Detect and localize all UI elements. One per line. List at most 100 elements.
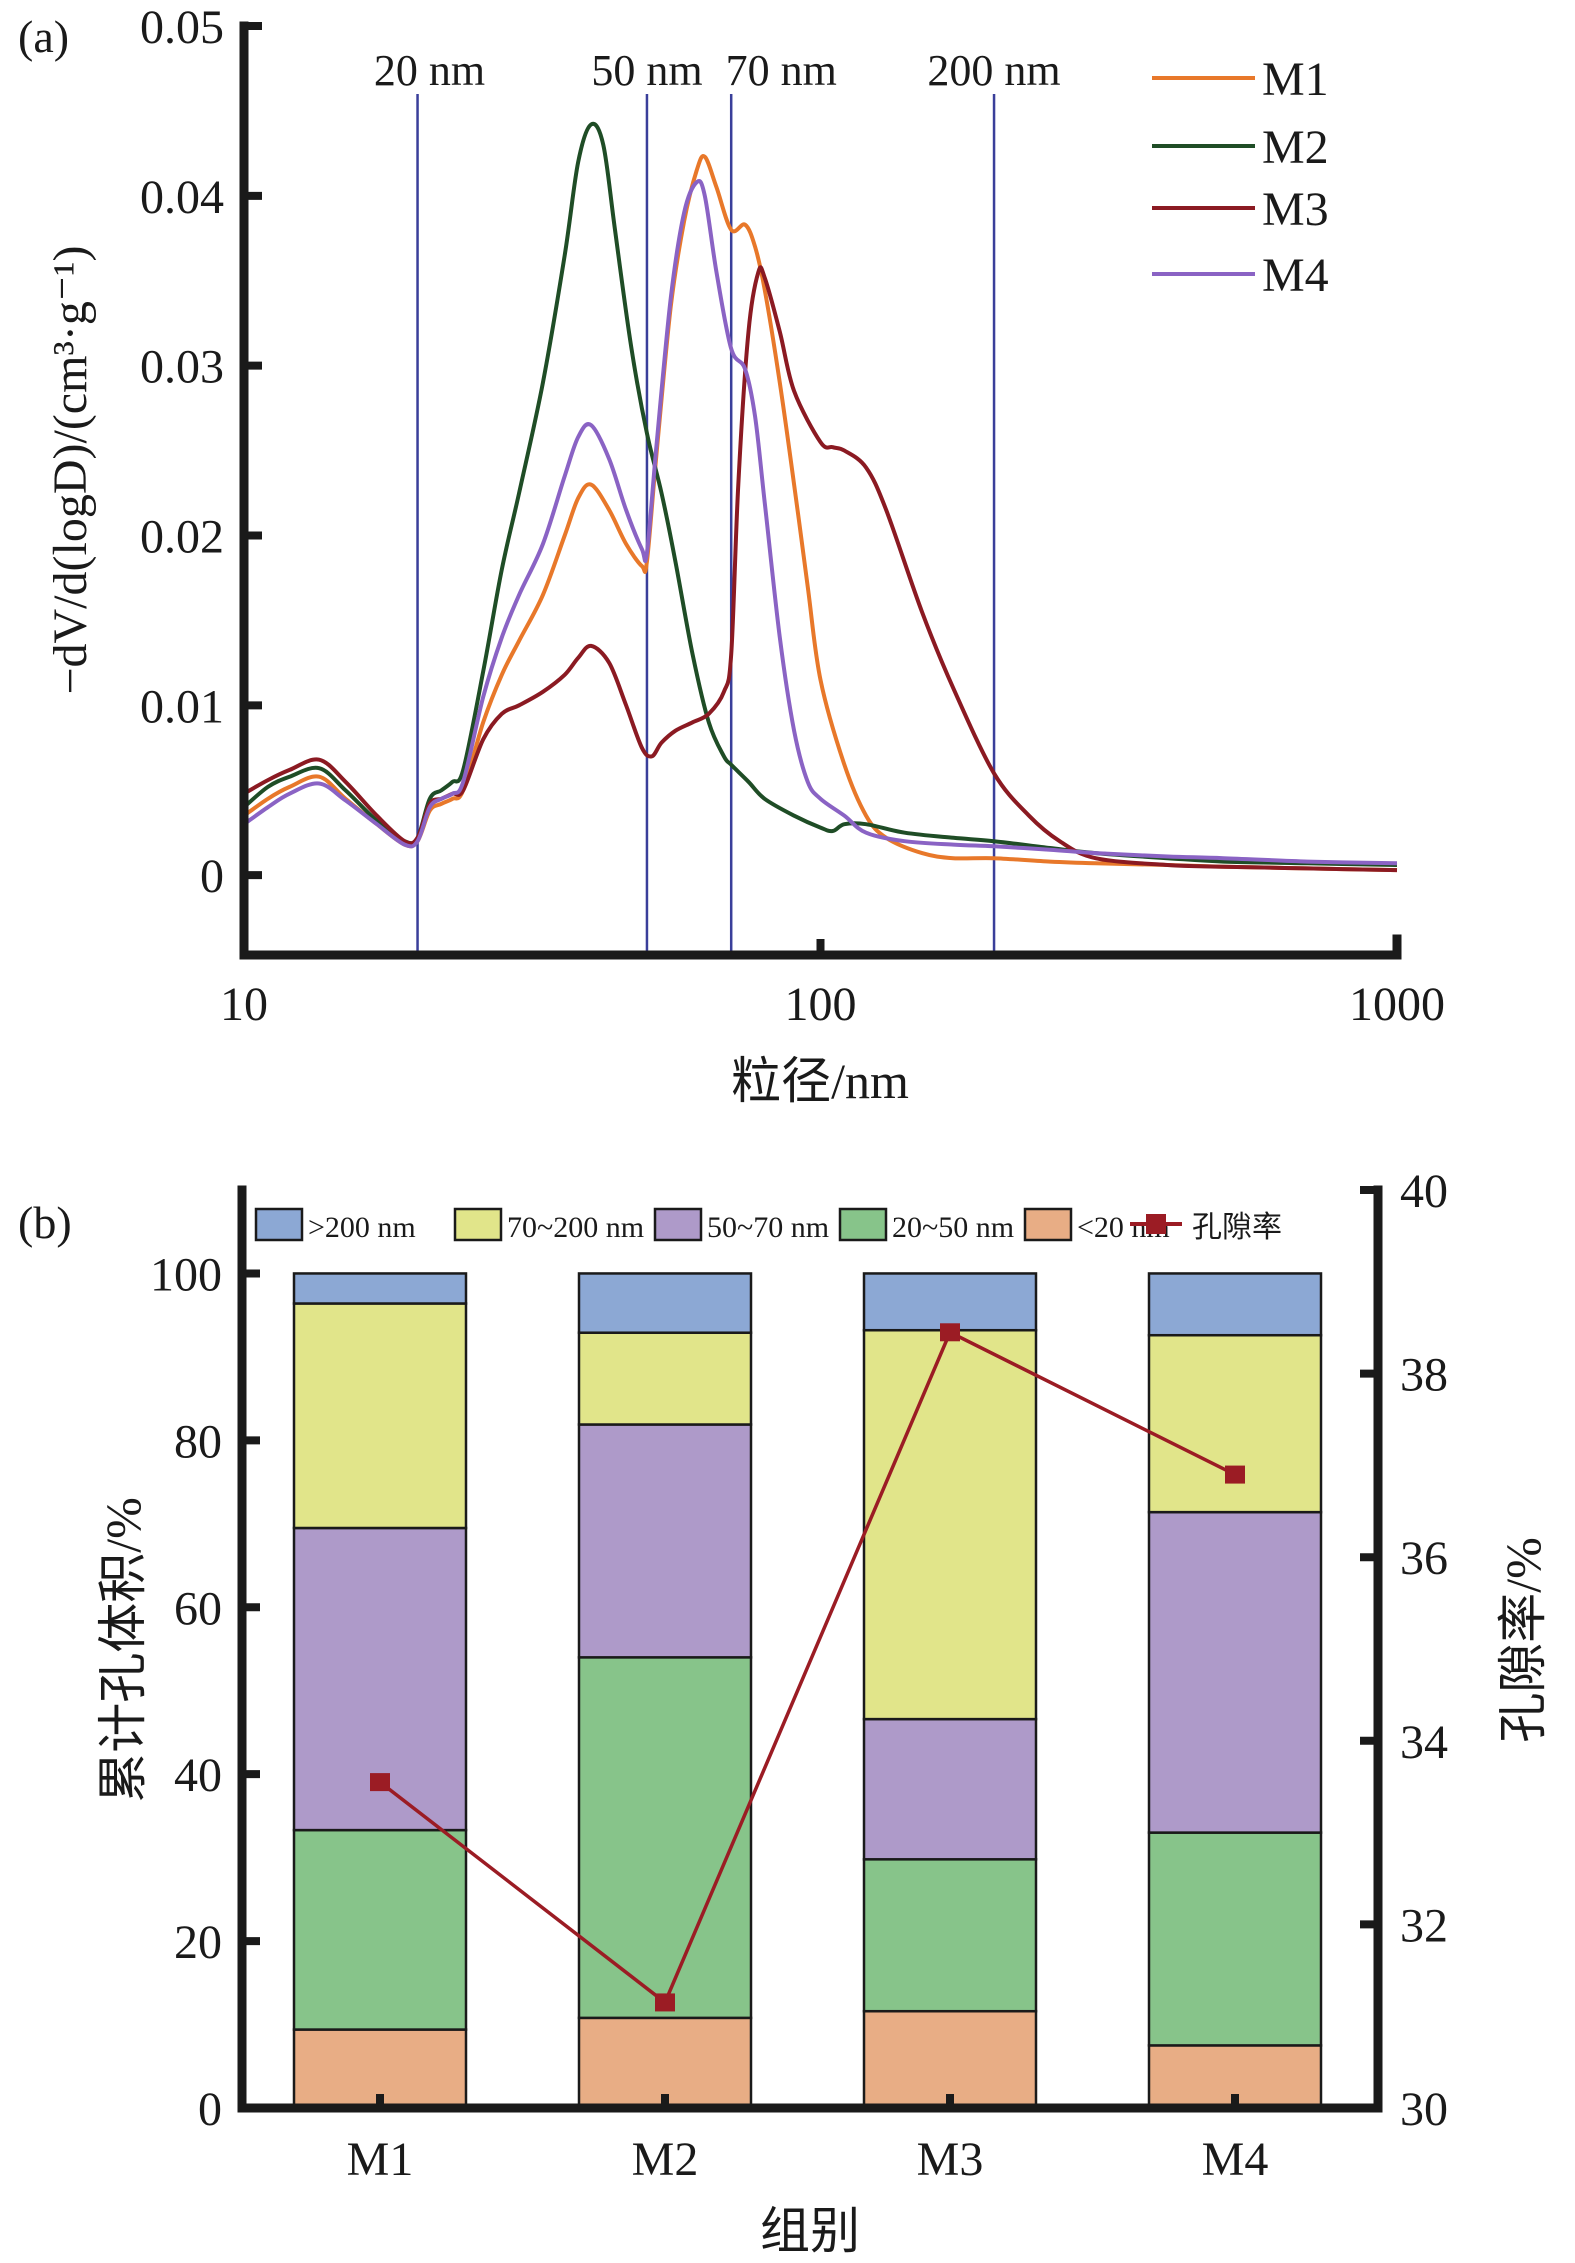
x-tick-label: 100 (785, 978, 857, 1031)
x-axis-title: 粒径/nm (731, 1053, 909, 1109)
x-tick-label: M3 (917, 2133, 984, 2186)
x-ticks: 10 100 1000 (220, 939, 1445, 1031)
y2-tick-label: 38 (1400, 1349, 1448, 1402)
legend-swatch (1023, 1207, 1073, 1242)
legend-item-m2: M2 (1152, 121, 1329, 174)
y-ticks: 0 0.01 0.02 0.03 0.04 0.05 (140, 1, 262, 903)
legend-marker-swatch (1146, 1214, 1166, 1234)
x-axis-title: 组别 (760, 2203, 860, 2259)
x-tick-label: 1000 (1349, 978, 1445, 1031)
legend-item-porosity: 孔隙率 (1130, 1211, 1282, 1244)
x-tick-label: 10 (220, 978, 268, 1031)
legend-item-m3: M3 (1152, 183, 1329, 236)
y-tick-label: 0.01 (140, 680, 224, 733)
panel-a-line-chart: (a) 20 nm 50 nm 70 nm 200 nm 00.010.020.030… (18, 1, 1445, 1109)
legend-item-1: 70~200 nm (453, 1207, 644, 1244)
y-tick-label: 60 (174, 1582, 222, 1635)
bar-segment-m4-70-200-nm (1147, 1333, 1323, 1514)
legend-item-2: 50~70 nm (653, 1207, 829, 1244)
porosity-line-path (378, 1329, 1236, 2006)
y2-tick-label: 30 (1400, 2083, 1448, 2136)
y-tick-label: 0.04 (140, 171, 224, 224)
bar-segment-m2-20-50-nm (577, 1656, 753, 2020)
bar-segment-m1--200-nm (292, 1272, 468, 1305)
y-tick-label: 80 (174, 1415, 222, 1468)
legend-label: 20~50 nm (892, 1211, 1014, 1244)
x-tick-label: M1 (347, 2133, 414, 2186)
bar-segment-m3-50-70-nm (862, 1717, 1038, 1861)
y2-tick-label: 34 (1400, 1716, 1448, 1769)
reference-line-label: 50 nm (591, 46, 702, 95)
series-line-m2 (242, 121, 1398, 867)
left-y-ticks: 0 20 40 60 80 100 (150, 1248, 260, 2136)
y-tick-label: 0.03 (140, 341, 224, 394)
y-tick-label: 100 (150, 1248, 222, 1301)
y2-tick-label: 40 (1400, 1165, 1448, 1218)
y-axis-title: 累计孔体积/% (95, 1497, 151, 1803)
legend: >200 nm 70~200 nm 50~70 nm 20~50 nm <20 nm 孔隙… (254, 1207, 1282, 1244)
reference-line-label: 70 nm (726, 46, 837, 95)
bar-segment-m4-50-70-nm (1147, 1510, 1323, 1834)
reference-lines: 20 nm 50 nm 70 nm 200 nm (374, 46, 1061, 955)
reference-line-label: 20 nm (374, 46, 485, 95)
legend-label: M3 (1262, 183, 1329, 236)
x-tick-label: M4 (1202, 2133, 1269, 2186)
porosity-line (370, 1323, 1245, 2012)
porosity-marker-m2 (655, 1993, 675, 2012)
bar-stack-m4 (1147, 1272, 1323, 2110)
legend-label: 孔隙率 (1192, 1211, 1282, 1244)
bar-segment-m2-50-70-nm (577, 1423, 753, 1659)
y-tick-label: 20 (174, 1916, 222, 1969)
bar-segment-m1-20-50-nm (292, 1828, 468, 2031)
reference-line-label: 200 nm (927, 46, 1060, 95)
bar-segment-m3-70-200-nm (862, 1328, 1038, 1721)
y-tick-label: 0.02 (140, 511, 224, 564)
panel-a-label: (a) (18, 11, 69, 62)
panel-b-stacked-bar-chart: (b) 0 20 40 60 80 100 30 32 34 36 38 40 M1 M2 M3 M4 >… (18, 1165, 1551, 2259)
bar-segment-m3--20-nm (862, 2009, 1038, 2110)
bar-stack-m1 (292, 1272, 468, 2110)
bar-segment-m1-70-200-nm (292, 1302, 468, 1530)
series-line-m4 (242, 179, 1398, 866)
porosity-marker-m3 (940, 1323, 960, 1342)
y2-tick-label: 32 (1400, 1899, 1448, 1952)
legend-item-m1: M1 (1152, 53, 1329, 106)
bar-segment-m2--20-nm (577, 2016, 753, 2110)
bar-segment-m2-70-200-nm (577, 1331, 753, 1426)
y-tick-label: 0 (198, 2083, 222, 2136)
bar-segment-m4--200-nm (1147, 1272, 1323, 1337)
legend-swatch (254, 1207, 304, 1242)
legend-label: 50~70 nm (707, 1211, 829, 1244)
right-y-ticks: 30 32 34 36 38 40 (1360, 1165, 1448, 2136)
legend-item-3: 20~50 nm (838, 1207, 1014, 1244)
axes (237, 1185, 1383, 2113)
bar-stack-m3 (862, 1272, 1038, 2110)
legend-swatch (453, 1207, 503, 1242)
curves (242, 121, 1398, 873)
y2-axis-title: 孔隙率/% (1495, 1537, 1551, 1743)
legend-label: 70~200 nm (507, 1211, 644, 1244)
legend: M1 M2 M3 M4 (1152, 53, 1329, 302)
legend-label: M4 (1262, 249, 1329, 302)
y-tick-label: 0 (200, 850, 224, 903)
y-axis-title: −dV/d(logD)/(cm³·g⁻¹) (44, 245, 97, 694)
bar-segment-m3--200-nm (862, 1272, 1038, 1332)
panel-b-label: (b) (18, 1197, 72, 1248)
bars (292, 1272, 1323, 2110)
porosity-marker-m1 (370, 1773, 390, 1792)
porosity-marker-m4 (1225, 1465, 1245, 1484)
bar-segment-m2--200-nm (577, 1272, 753, 1334)
legend-item-0: >200 nm (254, 1207, 416, 1244)
bar-segment-m4-20-50-nm (1147, 1831, 1323, 2047)
y-tick-label: 0.05 (140, 1, 224, 54)
legend-item-m4: M4 (1152, 249, 1329, 302)
y-tick-label: 40 (174, 1749, 222, 1802)
x-ticks: M1 M2 M3 M4 (347, 2094, 1269, 2186)
axis-frame (237, 1185, 1383, 2113)
legend-swatch (838, 1207, 888, 1242)
legend-label: M1 (1262, 53, 1329, 106)
bar-segment-m3-20-50-nm (862, 1858, 1038, 2013)
bar-stack-m2 (577, 1272, 753, 2110)
legend-swatch (653, 1207, 703, 1242)
